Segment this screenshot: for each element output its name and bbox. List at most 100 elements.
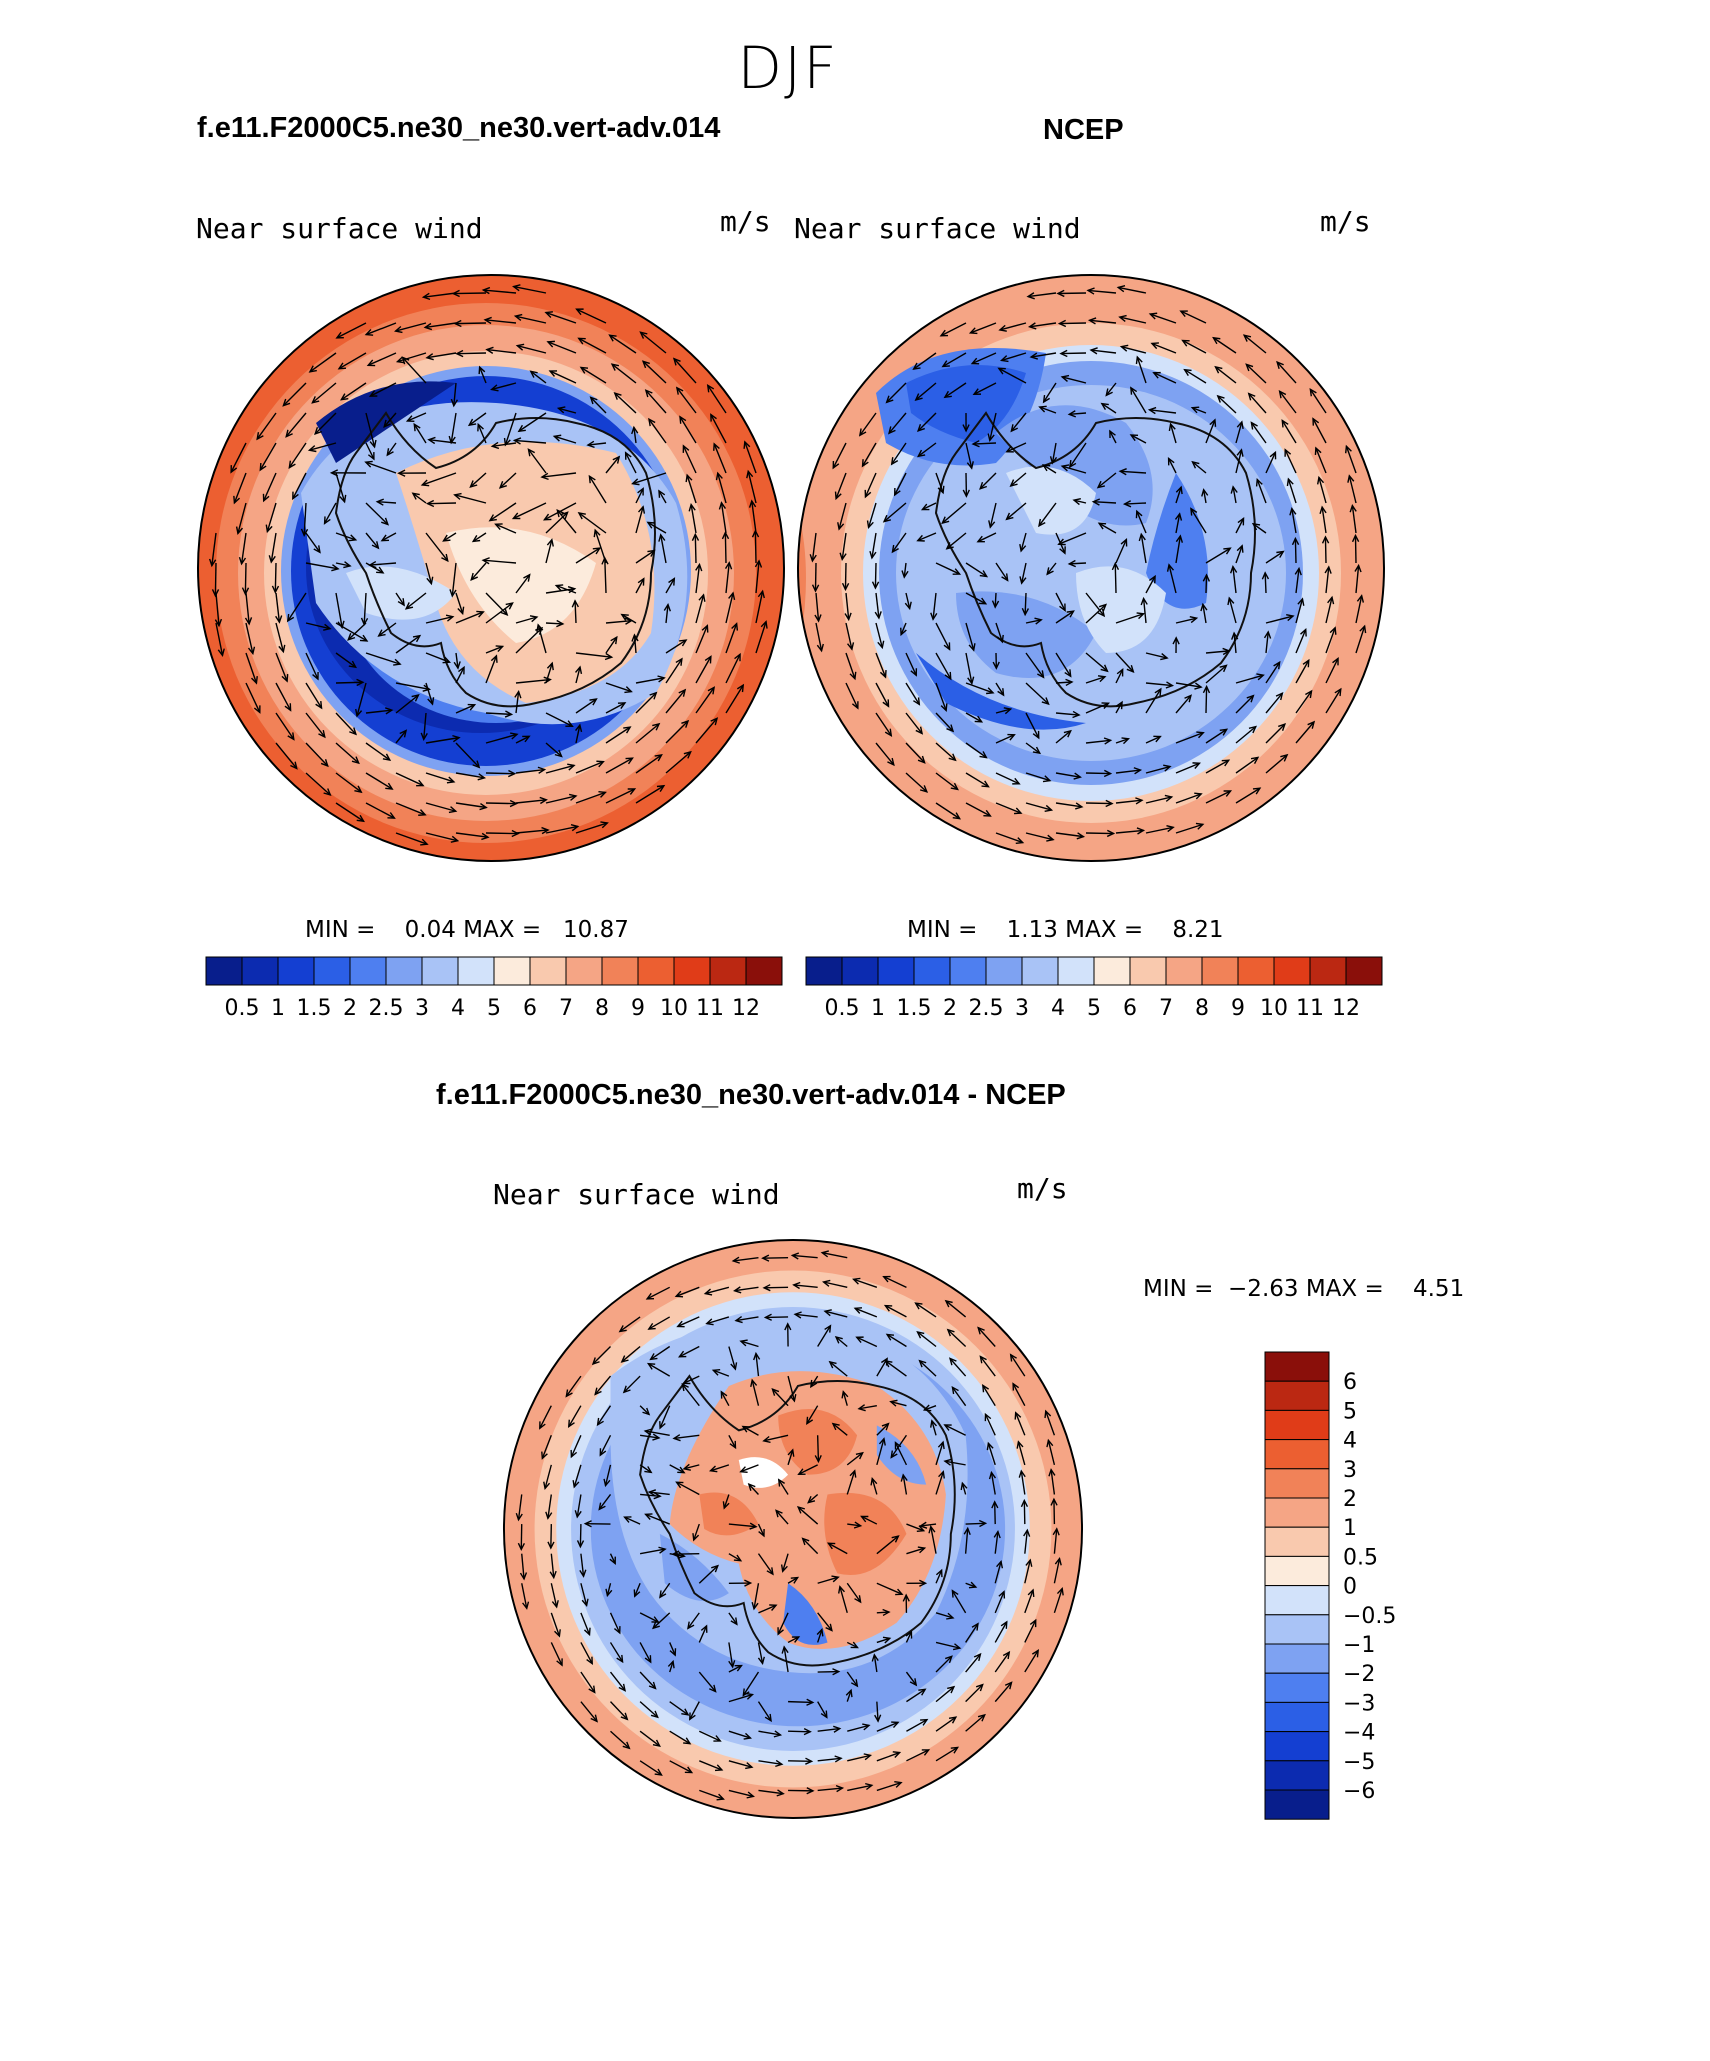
diff-wind-arrow: [802, 1537, 819, 1555]
model-wind-arrow: [365, 802, 395, 819]
diff-wind-arrowhead: [667, 1659, 675, 1669]
obs-wind-arrowhead: [1097, 522, 1107, 530]
model-wind-arrow: [455, 667, 465, 684]
model-wind-arrow: [660, 534, 667, 564]
model-wind-arrow: [635, 723, 660, 744]
model-wind-arrowhead: [586, 440, 595, 449]
diff-wind-arrow: [710, 1464, 730, 1472]
diff-wind-arrow: [758, 1730, 781, 1736]
model-wind-arrowhead: [343, 561, 352, 569]
obs-wind-arrowhead: [1116, 285, 1126, 293]
obs-wind-arrow: [1046, 562, 1057, 575]
model-wind-arrow: [555, 584, 577, 594]
model-wind-arrow: [665, 658, 683, 684]
diff-wind-arrow: [931, 1420, 937, 1436]
model-wind-arrowhead: [307, 445, 317, 453]
model-wind-arrowhead: [470, 572, 479, 581]
obs-wind-arrowhead: [1034, 617, 1043, 625]
obs-wind-arrowhead: [1057, 538, 1066, 546]
obs-case-title: NCEP: [1043, 114, 1124, 146]
obs-wind-arrowhead: [937, 485, 945, 495]
diff-wind-arrow: [788, 1700, 813, 1704]
model-wind-arrowhead: [380, 534, 390, 542]
obs-wind-arrowhead: [1300, 628, 1307, 637]
obs-wind-arrow: [905, 712, 923, 734]
diff-wind-arrow: [541, 1435, 552, 1459]
model-colorbar-swatch: [565, 956, 603, 986]
model-wind-arrowhead: [449, 589, 457, 598]
model-wind-arrowhead: [275, 615, 283, 624]
diff-wind-arrow: [817, 1727, 840, 1732]
obs-wind-arrowhead: [864, 489, 872, 499]
obs-wind-arrow: [900, 622, 907, 635]
model-wind-arrow: [545, 712, 573, 727]
model-wind-arrowhead: [348, 660, 358, 669]
obs-colorbar-swatch: [949, 956, 987, 986]
diff-wind-arrow: [544, 1464, 552, 1489]
obs-wind-arrow: [1212, 337, 1237, 354]
model-wind-arrowhead: [577, 337, 586, 345]
obs-wind-arrow: [995, 708, 1011, 714]
obs-wind-arrow: [1265, 723, 1286, 744]
diff-wind-arrowhead: [720, 1390, 728, 1399]
model-wind-arrow: [558, 407, 577, 414]
diff-wind-arrowhead: [708, 1465, 718, 1473]
obs-wind-arrow: [1205, 686, 1208, 714]
model-wind-arrowhead: [631, 633, 639, 642]
obs-wind-arrowhead: [916, 449, 926, 458]
diff-wind-arrow: [639, 1730, 661, 1747]
diff-wind-arrowhead: [885, 1333, 895, 1341]
obs-wind-arrow: [935, 652, 952, 680]
obs-wind-arrow: [1145, 576, 1156, 594]
obs-wind-arrowhead: [1096, 480, 1106, 489]
model-wind-arrowhead: [554, 749, 563, 758]
model-wind-arrow: [485, 645, 503, 654]
model-wind-arrowhead: [548, 370, 558, 377]
model-wind-arrow: [245, 592, 250, 624]
obs-wind-arrow: [1001, 352, 1027, 362]
model-wind-arrowhead: [668, 577, 676, 586]
diff-wind-arrowhead: [805, 1757, 814, 1765]
model-wind-arrow: [665, 720, 689, 744]
model-wind-arrowhead: [577, 511, 586, 520]
model-wind-arrowhead: [387, 812, 396, 819]
diff-wind-arrowhead: [773, 1730, 783, 1738]
diff-wind-arrowhead: [982, 1384, 990, 1393]
model-field-label: Near surface wind: [196, 212, 483, 245]
model-wind-arrow: [694, 534, 697, 564]
model-wind-arrow: [545, 764, 575, 774]
model-wind-arrow: [499, 472, 517, 489]
model-wind-arrowhead: [481, 832, 490, 841]
model-wind-arrowhead: [656, 784, 666, 793]
model-wind-arrowhead: [485, 346, 494, 354]
model-wind-arrowhead: [259, 462, 267, 472]
diff-wind-arrow: [597, 1405, 612, 1426]
obs-wind-arrowhead: [834, 491, 842, 501]
model-wind-arrowhead: [704, 655, 712, 664]
obs-wind-arrow: [1085, 802, 1113, 805]
diff-wind-arrow: [639, 1671, 657, 1689]
obs-wind-arrowhead: [1015, 837, 1025, 845]
model-wind-arrowhead: [600, 821, 609, 829]
obs-wind-arrowhead: [1219, 728, 1229, 736]
obs-wind-arrow: [838, 502, 847, 530]
model-wind-arrowhead: [701, 624, 709, 633]
obs-wind-arrow: [1325, 627, 1336, 654]
obs-wind-arrow: [944, 382, 967, 398]
model-wind-arrow: [275, 622, 285, 652]
diff-wind-arrow: [847, 1523, 861, 1527]
obs-wind-arrow: [1055, 610, 1074, 624]
model-wind-arrowhead: [469, 480, 478, 489]
diff-wind-arrowhead: [761, 1254, 770, 1262]
model-wind-arrow: [578, 512, 607, 534]
model-wind-arrowhead: [574, 665, 583, 675]
model-wind-arrow: [335, 712, 357, 735]
diff-wind-arrowhead: [862, 1723, 871, 1731]
model-wind-arrowhead: [517, 424, 526, 433]
model-wind-arrow: [725, 653, 741, 684]
diff-wind-arrowhead: [832, 1668, 841, 1676]
model-wind-arrow: [423, 712, 427, 740]
model-wind-arrowhead: [691, 532, 700, 541]
model-colorbar-tick-label: 7: [559, 996, 573, 1021]
